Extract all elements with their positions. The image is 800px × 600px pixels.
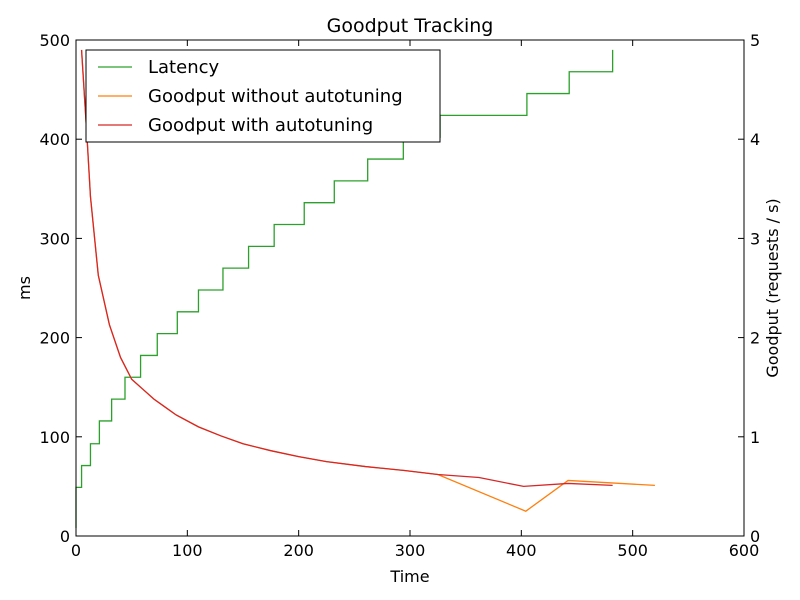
legend: Latency Goodput without autotuning Goodput… <box>85 49 441 143</box>
y-right-tick-label: 1 <box>750 428 760 447</box>
x-tick-label: 0 <box>71 541 81 560</box>
y-axis-left-title: ms <box>15 276 34 300</box>
legend-entries: Latency Goodput without autotuning Goodput… <box>98 57 403 136</box>
x-tick-label: 100 <box>172 541 203 560</box>
y-left-tick-label: 500 <box>39 31 70 50</box>
y-left-tick-label: 0 <box>60 527 70 546</box>
legend-label-goodput-without-autotuning: Goodput without autotuning <box>148 86 403 107</box>
y-axis-right-title: Goodput (requests / s) <box>763 198 782 377</box>
legend-label-goodput-with-autotuning: Goodput with autotuning <box>148 115 373 136</box>
y-right-tick-label: 0 <box>750 527 760 546</box>
ticks-layer: 0 100 200 300 400 500 600010020030040050001234… <box>39 31 760 560</box>
x-tick-label: 200 <box>283 541 314 560</box>
y-left-tick-label: 100 <box>39 428 70 447</box>
y-right-tick-label: 2 <box>750 329 760 348</box>
y-right-tick-label: 3 <box>750 229 760 248</box>
y-right-tick-label: 5 <box>750 31 760 50</box>
x-tick-label: 500 <box>617 541 648 560</box>
x-tick-label: 600 <box>729 541 760 560</box>
chart-title: Goodput Tracking <box>327 15 494 37</box>
y-left-tick-label: 300 <box>39 229 70 248</box>
legend-label-latency: Latency <box>148 57 219 78</box>
x-axis-title: Time <box>389 567 429 586</box>
series-line-goodput-with-autotuning <box>80 49 613 488</box>
y-right-tick-label: 4 <box>750 130 760 149</box>
x-tick-label: 400 <box>506 541 537 560</box>
y-left-tick-label: 200 <box>39 329 70 348</box>
legend-box <box>85 49 441 143</box>
y-left-tick-label: 400 <box>39 130 70 149</box>
x-tick-label: 300 <box>395 541 426 560</box>
